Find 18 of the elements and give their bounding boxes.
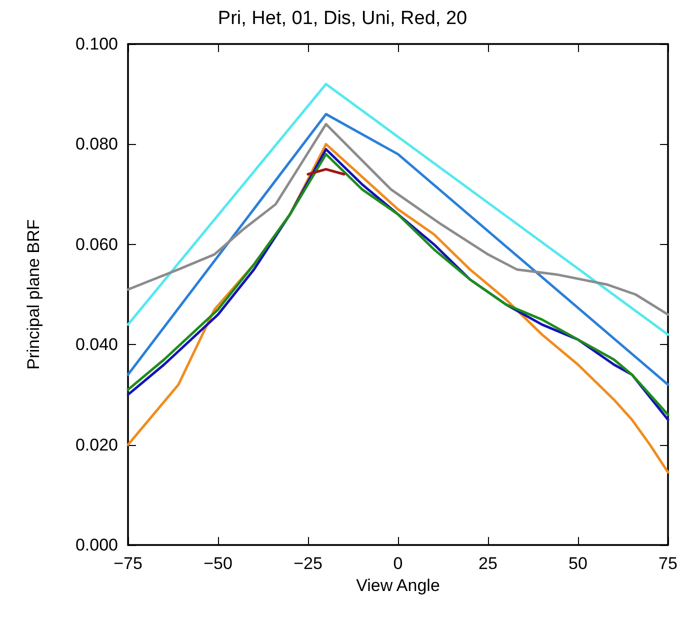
y-tick-label: 0.040 (75, 335, 118, 354)
x-tick-label: 75 (658, 554, 678, 573)
y-tick-label: 0.100 (75, 34, 118, 54)
x-tick-label: −75 (114, 554, 142, 573)
x-axis-title: View Angle (356, 576, 440, 595)
line-series (126, 122, 670, 316)
x-tick-label: −50 (204, 554, 232, 573)
y-tick-label: 0.000 (75, 536, 118, 554)
y-tick-label: 0.060 (75, 234, 118, 254)
x-tick-label: −25 (294, 554, 322, 573)
x-tick-label: 50 (568, 554, 588, 573)
y-tick-label: 0.080 (75, 134, 118, 154)
chart-title: Pri, Het, 01, Dis, Uni, Red, 20 (218, 8, 468, 29)
x-tick-label: 25 (478, 554, 498, 573)
x-tick-label: 0 (393, 554, 403, 573)
y-axis-title: Principal plane BRF (24, 219, 43, 370)
y-tick-label: 0.020 (75, 435, 118, 454)
line-series (126, 112, 670, 386)
